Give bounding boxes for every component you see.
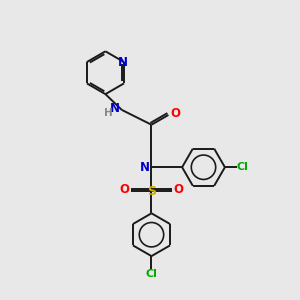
Text: Cl: Cl <box>237 162 249 172</box>
Text: N: N <box>110 102 120 115</box>
Text: H: H <box>104 108 113 118</box>
Text: N: N <box>118 56 128 68</box>
Text: O: O <box>119 183 129 196</box>
Text: N: N <box>140 161 150 174</box>
Text: O: O <box>174 183 184 196</box>
Text: S: S <box>147 184 156 197</box>
Text: Cl: Cl <box>146 269 158 279</box>
Text: O: O <box>170 107 180 120</box>
